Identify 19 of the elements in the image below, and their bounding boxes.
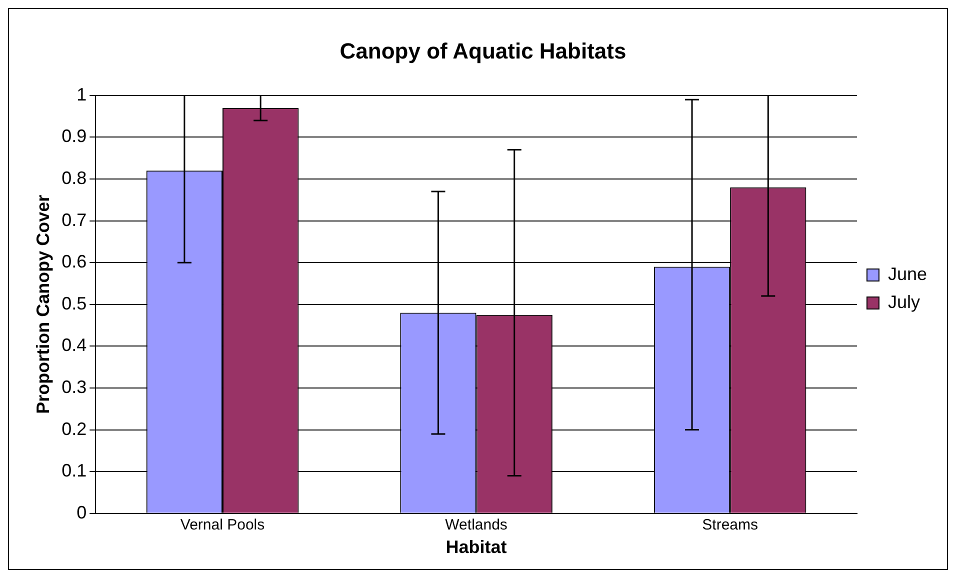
x-axis-title: Habitat <box>446 537 507 558</box>
x-tick-label: Vernal Pools <box>180 516 265 534</box>
y-tick-label: 0.6 <box>62 252 87 272</box>
y-tick-label: 0.2 <box>62 418 87 439</box>
legend-label: June <box>888 264 928 284</box>
y-tick-label: 0.8 <box>62 168 87 188</box>
y-tick-label: 0.9 <box>62 126 87 146</box>
chart-title: Canopy of Aquatic Habitats <box>340 38 626 64</box>
y-axis-title: Proportion Canopy Cover <box>32 194 53 414</box>
y-tick-label: 1 <box>76 84 87 104</box>
y-tick-label: 0.1 <box>62 460 87 481</box>
y-tick-label: 0.4 <box>62 335 87 356</box>
y-tick-label: 0.7 <box>62 210 87 230</box>
x-tick-label: Wetlands <box>445 516 508 534</box>
legend-label: July <box>888 292 920 312</box>
y-tick-label: 0 <box>76 502 87 522</box>
x-tick-label: Streams <box>702 516 758 534</box>
y-tick-label: 0.3 <box>62 376 87 397</box>
y-tick-label: 0.5 <box>62 293 87 314</box>
